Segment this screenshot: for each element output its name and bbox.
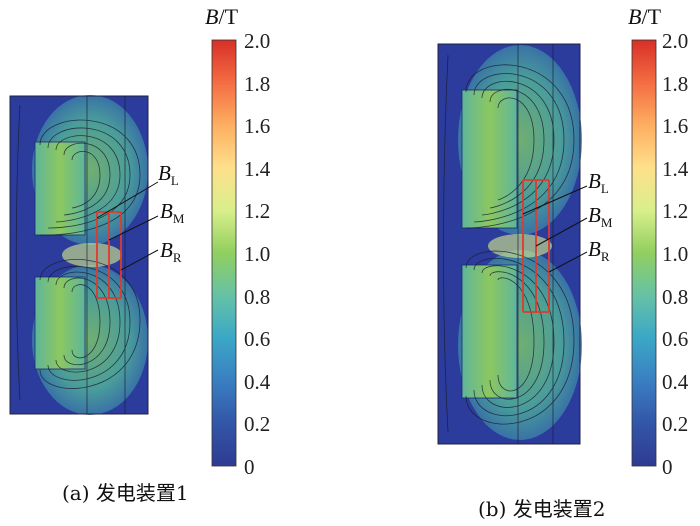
panel-b-label-br: BR — [588, 237, 610, 264]
tick-label: 1.6 — [244, 114, 270, 138]
tick-label: 1.6 — [662, 114, 688, 138]
panel-b-label-bm: BM — [588, 203, 613, 230]
tick-label: 2.0 — [662, 29, 688, 53]
tick-label: 1.2 — [662, 199, 688, 223]
tick-label: 0.2 — [662, 412, 688, 436]
tick-label: 0.6 — [244, 327, 270, 351]
tick-label: 1.4 — [662, 157, 689, 181]
tick-label: 1.0 — [662, 242, 688, 266]
tick-label: 0.2 — [244, 412, 270, 436]
tick-label: 1.2 — [244, 199, 270, 223]
panel-b-leader-lines — [522, 185, 588, 273]
tick-label: 1.8 — [662, 72, 688, 96]
tick-label: 0.8 — [662, 285, 688, 309]
tick-label: 2.0 — [244, 29, 270, 53]
panel-b-field-plot — [437, 43, 582, 445]
panel-a-field-plot — [9, 95, 149, 415]
tick-label: 1.8 — [244, 72, 270, 96]
panel-a-caption: (a) 发电装置1 — [62, 481, 189, 505]
panel-a-label-bl: BL — [158, 161, 179, 188]
panel-a-colorbar-unit: B/T — [205, 4, 239, 29]
tick-label: 0.6 — [662, 327, 688, 351]
tick-label: 1.4 — [244, 157, 271, 181]
tick-label: 0.4 — [244, 370, 271, 394]
tick-label: 0 — [662, 455, 673, 479]
panel-a-colorbar-ticks: 2.0 1.8 1.6 1.4 1.2 1.0 0.8 0.6 0.4 0.2 … — [244, 29, 271, 479]
panel-b-colorbar-unit: B/T — [628, 4, 662, 29]
panel-b-caption: (b) 发电装置2 — [478, 497, 606, 521]
tick-label: 0.4 — [662, 370, 689, 394]
tick-label: 0.8 — [244, 285, 270, 309]
panel-b-colorbar-ticks: 2.0 1.8 1.6 1.4 1.2 1.0 0.8 0.6 0.4 0.2 … — [662, 29, 689, 479]
panel-b-label-bl: BL — [588, 169, 609, 196]
panel-b-colorbar — [631, 39, 657, 467]
panel-a-leader-lines — [96, 181, 159, 271]
tick-label: 1.0 — [244, 242, 270, 266]
panel-a-label-bm: BM — [160, 199, 185, 226]
panel-a-label-br: BR — [160, 238, 182, 265]
panel-a-colorbar — [211, 39, 237, 467]
panel-a-probe-lines — [96, 211, 122, 299]
tick-label: 0 — [244, 455, 255, 479]
